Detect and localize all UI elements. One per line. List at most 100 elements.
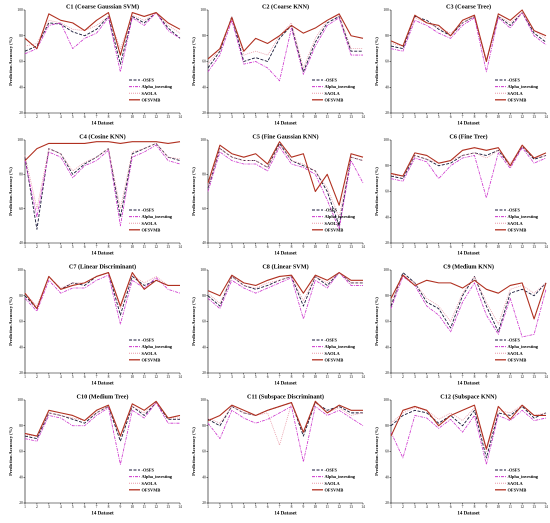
series-line-saola [207,144,364,218]
x-tick-label: 5 [438,115,440,119]
y-tick-label: 60 [202,320,206,324]
x-tick-label: 14 [361,115,365,119]
chart-panel: C7 (Linear Discriminant) 20 40 60 80 100 1 2 3 4 5… [1,261,184,391]
y-tick-label: 20 [202,371,206,375]
series-line-saola [390,404,547,452]
legend-entry: SAOLA [325,221,341,226]
x-tick-label: 5 [438,375,440,379]
y-tick-label: 40 [19,475,23,479]
x-tick-label: 13 [166,245,170,249]
legend-entry: -OSFS [142,78,155,83]
x-tick-label: 4 [426,375,428,379]
legend-label: Alpha_investing [142,474,173,479]
x-tick-label: 11 [325,115,329,119]
legend-entry: Alpha_investing [325,214,356,219]
legend-entry: -OSFS [325,208,338,213]
y-tick-label: 80 [385,294,389,298]
x-tick-label: 12 [337,115,341,119]
y-tick-label: 80 [19,173,23,177]
y-tick-label: 100 [383,138,389,142]
legend-entry: SAOLA [142,91,158,96]
chart-panel: C3 (Coarse Tree) 20 40 60 80 100 1 2 3 4 5 6 7 8 9 10 11… [367,1,550,131]
x-tick-label: 10 [497,115,501,119]
x-tick-label: 13 [532,115,536,119]
y-tick-label: 40 [202,241,206,245]
x-tick-label: 11 [325,375,329,379]
series-line-alpha-investing [390,147,547,199]
series-line-alpha-investing [24,12,181,73]
x-tick-label: 1 [390,505,392,509]
x-tick-label: 6 [84,505,86,509]
x-tick-label: 14 [544,505,548,509]
x-tick-label: 10 [314,375,318,379]
series-line-saola [390,274,547,325]
y-tick-label: 60 [19,450,23,454]
y-tick-label: 60 [385,320,389,324]
x-tick-label: 11 [142,505,146,509]
x-tick-label: 9 [302,505,304,509]
y-tick-label: 40 [385,215,389,219]
y-tick-label: 20 [202,501,206,505]
legend-label: OFSVMB [142,357,161,362]
legend-label: Alpha_investing [325,344,356,349]
x-tick-label: 9 [485,115,487,119]
x-tick-label: 8 [291,505,293,509]
x-tick-label: 12 [337,505,341,509]
x-tick-label: 7 [279,245,281,249]
x-tick-label: 8 [474,375,476,379]
x-tick-label: 14 [178,115,182,119]
x-tick-label: 12 [154,115,158,119]
x-tick-label: 1 [24,505,26,509]
x-tick-label: 2 [219,115,221,119]
x-tick-label: 1 [390,375,392,379]
x-tick-label: 12 [337,245,341,249]
y-tick-label: 80 [19,424,23,428]
chart-title: C11 (Subspace Discriminant) [247,394,324,401]
series-line-ofsvmb [207,141,364,206]
legend-label: OFSVMB [508,487,527,492]
series-line-ofsvmb [24,141,181,161]
y-tick-label: 40 [19,345,23,349]
legend-label: OFSVMB [142,227,161,232]
y-tick-label: 80 [202,173,206,177]
x-tick-label: 9 [119,505,121,509]
x-tick-label: 3 [48,505,50,509]
y-tick-label: 100 [200,268,206,272]
chart-title: C3 (Coarse Tree) [446,4,491,11]
x-tick-label: 8 [474,245,476,249]
series-line-osfs [24,12,181,65]
chart-panel: C4 (Cosine KNN) 40 60 80 100 1 2 3 4 5 6 7 8 9 10 11 12 1… [1,131,184,261]
legend-label: Alpha_investing [508,84,539,89]
legend-entry: Alpha_investing [508,214,539,219]
x-tick-label: 9 [485,375,487,379]
legend-entry: Alpha_investing [325,344,356,349]
legend-label: OSFS [509,468,521,473]
x-axis-label: 14 Dataset [274,122,297,127]
x-tick-label: 5 [72,375,74,379]
x-tick-label: 9 [302,115,304,119]
series-line-alpha-investing [390,12,547,73]
x-axis-label: 14 Dataset [91,512,114,517]
x-tick-label: 3 [414,115,416,119]
x-tick-label: 9 [119,245,121,249]
legend-prefix: - [508,78,510,83]
legend-label: OFSVMB [508,97,527,102]
x-tick-label: 4 [60,245,62,249]
y-tick-label: 60 [202,60,206,64]
y-tick-label: 100 [17,138,23,142]
x-tick-label: 5 [255,115,257,119]
x-tick-label: 6 [450,505,452,509]
x-tick-label: 4 [243,115,245,119]
y-tick-label: 20 [202,111,206,115]
x-tick-label: 12 [520,245,524,249]
x-tick-label: 4 [426,505,428,509]
x-tick-label: 1 [390,115,392,119]
y-tick-label: 60 [202,450,206,454]
y-tick-label: 40 [19,85,23,89]
y-axis-label: Prediction Accuracy (%) [374,167,379,216]
chart-panel: C12 (Subspace KNN) 20 40 60 80 100 1 2 3 4 5 6 7 8 9 10… [367,391,550,521]
legend-label: Alpha_investing [142,84,173,89]
